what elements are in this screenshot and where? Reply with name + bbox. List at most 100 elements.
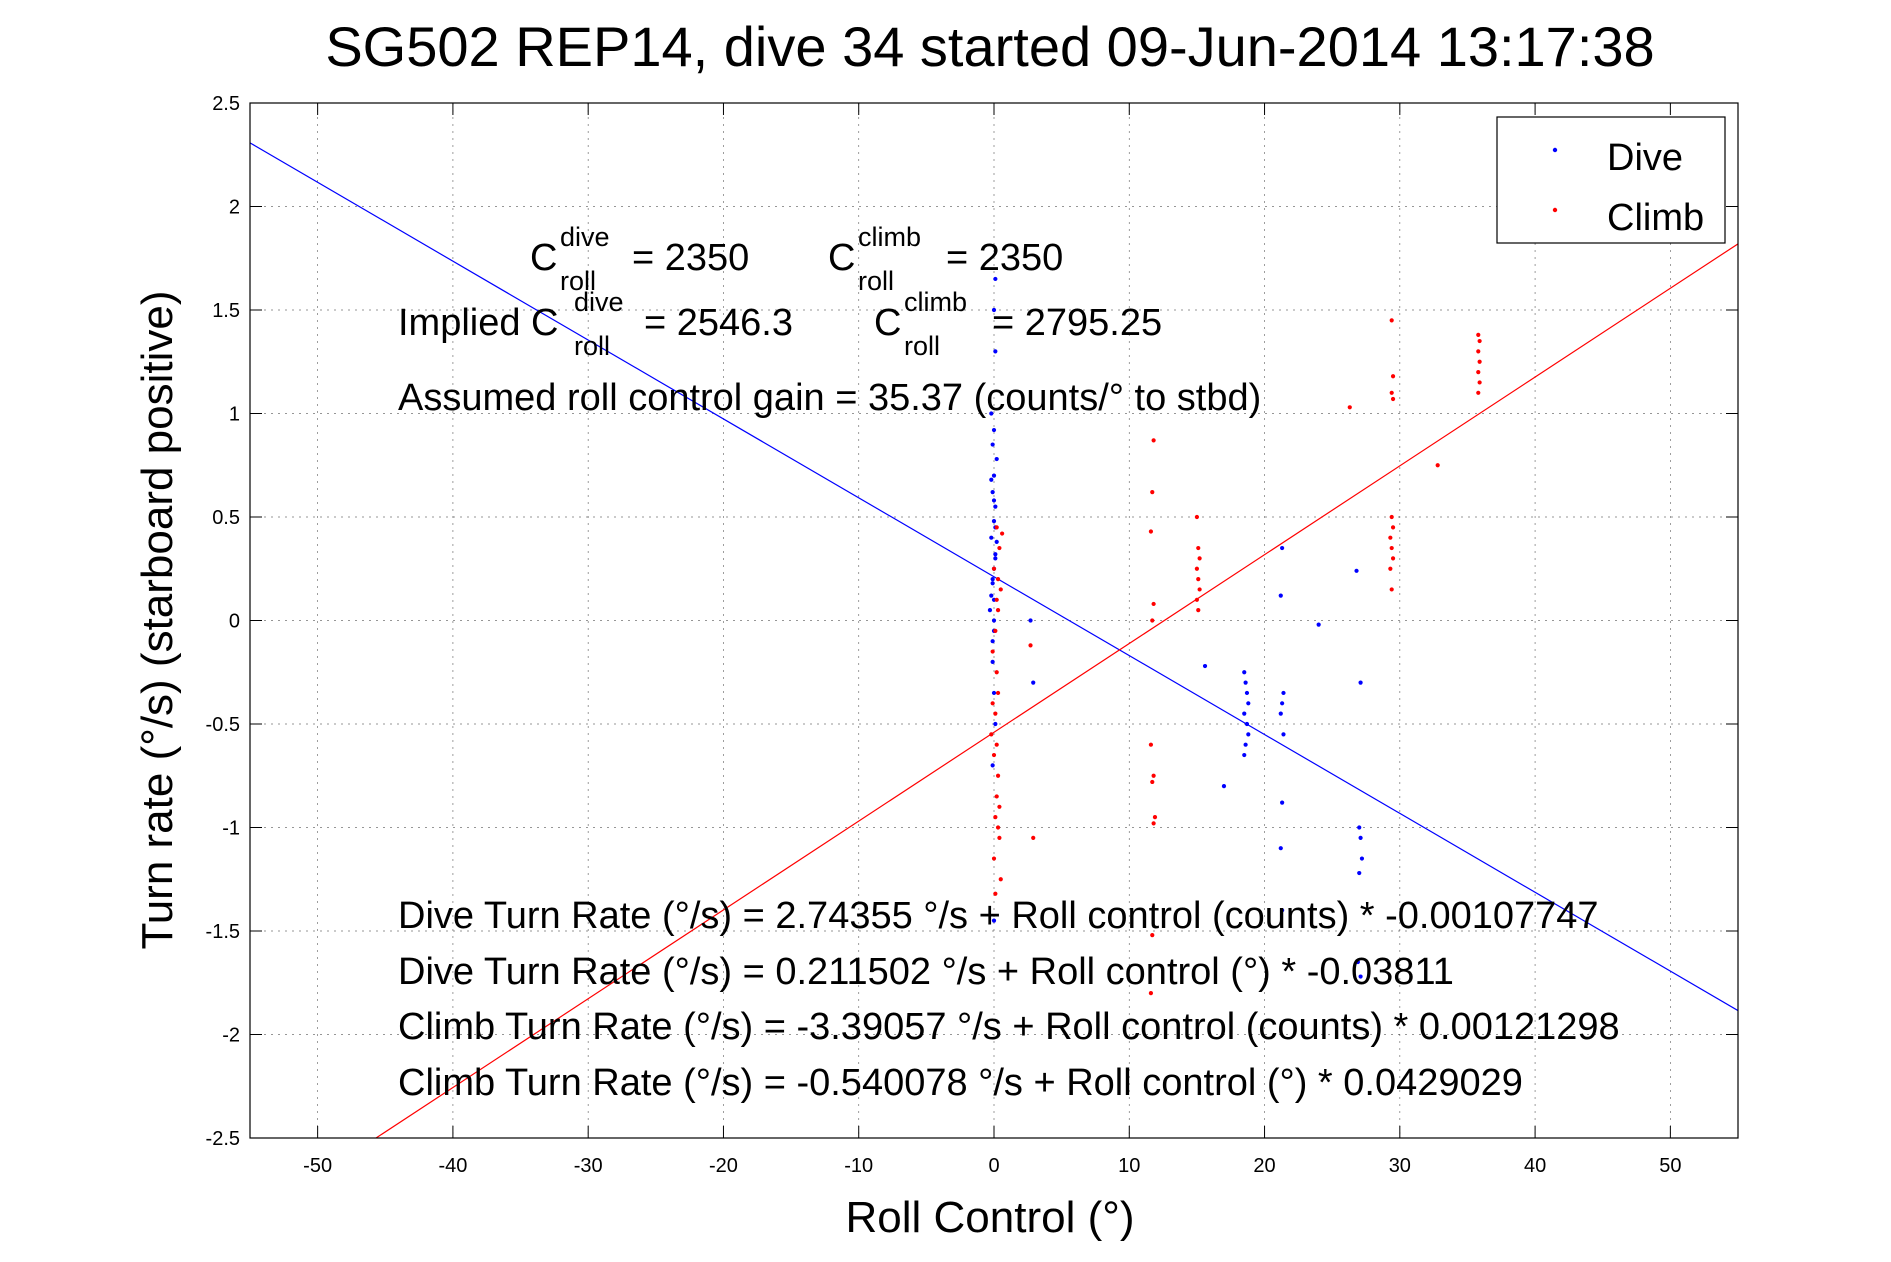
dive-fit-line [250, 142, 1738, 1012]
y-tick-label: 2.5 [212, 93, 240, 115]
x-tick-label: -20 [709, 1155, 738, 1177]
dive-point [1280, 545, 1285, 551]
dive-point [994, 456, 999, 462]
dive-point [990, 659, 995, 665]
dive-counts-equation: Dive Turn Rate (°/s) = 2.74355 °/s + Rol… [398, 895, 1599, 937]
y-tick-label: -2 [222, 1025, 240, 1047]
dive-point [993, 504, 998, 509]
dive-point [989, 593, 994, 598]
climb-point [997, 545, 1002, 551]
climb-point [1477, 338, 1482, 344]
climb-point [1150, 618, 1155, 623]
climb-point [1388, 535, 1393, 540]
x-tick-label: 30 [1389, 1155, 1411, 1177]
climb-point [995, 577, 1001, 582]
dive-point [993, 721, 998, 727]
dive-point [991, 473, 997, 478]
climb-point [1196, 577, 1201, 582]
scatter-points [987, 276, 1482, 996]
dive-point [1243, 742, 1248, 747]
c-dive-symbol: C [530, 237, 557, 279]
x-tick-label: -10 [844, 1155, 873, 1177]
implied-c-dive-value: = 2546.3 [644, 302, 793, 344]
x-tick-label: -30 [574, 1155, 603, 1177]
dive-point [1243, 680, 1248, 685]
dive-point [991, 307, 997, 313]
dive-point [1281, 732, 1286, 737]
climb-point [991, 856, 997, 861]
climb-point [1388, 566, 1393, 571]
dive-point [1358, 680, 1363, 685]
dive-point [1242, 670, 1247, 675]
x-tick-label: 50 [1659, 1155, 1681, 1177]
climb-point [993, 711, 998, 716]
climb-point [1390, 556, 1396, 561]
y-tick-label: -0.5 [206, 714, 240, 736]
dive-point [1357, 870, 1362, 876]
y-tick-label: 0 [229, 611, 240, 633]
climb-point [1151, 438, 1156, 443]
implied-c-climb-superscript: climb [904, 287, 967, 317]
climb-point [1151, 821, 1156, 826]
legend-dive-marker [1552, 147, 1558, 153]
climb-point [995, 608, 1001, 613]
implied-c-dive-subscript: roll [574, 331, 610, 361]
climb-point [1390, 396, 1396, 402]
dive-point [989, 535, 994, 540]
climb-point [1389, 587, 1394, 592]
climb-point [995, 690, 1001, 696]
climb-point [993, 891, 998, 896]
climb-point [994, 742, 999, 747]
implied-c-dive-superscript: dive [574, 287, 624, 317]
y-tick-label: 1 [229, 404, 240, 426]
climb-point [1477, 380, 1482, 385]
climb-point [998, 877, 1003, 882]
climb-point [1476, 390, 1481, 395]
climb-point [1194, 566, 1200, 571]
y-axis-label: Turn rate (°/s) (starboard positive) [133, 290, 182, 949]
climb-point [998, 587, 1003, 592]
dive-point [987, 608, 993, 613]
gain-annotation: Assumed roll control gain = 35.37 (count… [398, 377, 1261, 419]
dive-point [1358, 974, 1363, 979]
climb-point [1194, 597, 1200, 602]
climb-point [1390, 374, 1396, 379]
y-tick-label: 2 [229, 197, 240, 219]
climb-fit-line [374, 243, 1738, 1138]
c-dive-superscript: dive [560, 222, 610, 252]
implied-c-climb-value: = 2795.25 [992, 302, 1162, 344]
climb-point [1031, 835, 1036, 840]
climb-point [993, 815, 998, 820]
climb-point [1389, 318, 1394, 323]
climb-point [994, 525, 999, 530]
dive-point [1281, 690, 1286, 696]
legend-climb-marker [1552, 207, 1558, 213]
c-climb-subscript: roll [858, 266, 894, 296]
dive-point [990, 577, 995, 582]
climb-point [1389, 514, 1394, 520]
dive-point [1278, 846, 1283, 851]
dive-point [991, 519, 997, 524]
dive-point [990, 581, 995, 586]
dive-point [1354, 568, 1359, 573]
legend-box [1496, 116, 1726, 244]
climb-point [991, 752, 997, 758]
dive-point [1359, 856, 1365, 861]
climb-degrees-equation: Climb Turn Rate (°/s) = -0.540078 °/s + … [398, 1062, 1523, 1104]
climb-point [997, 804, 1002, 809]
x-tick-label: 20 [1253, 1155, 1275, 1177]
implied-c-climb-subscript: roll [904, 331, 940, 361]
dive-degrees-equation: Dive Turn Rate (°/s) = 0.211502 °/s + Ro… [398, 951, 1454, 993]
c-roll-annotation: C dive roll = 2350 C climb roll = 2350 [530, 222, 1063, 296]
chart-title: SG502 REP14, dive 34 started 09-Jun-2014… [325, 15, 1654, 78]
climb-point [1150, 490, 1155, 495]
c-climb-superscript: climb [858, 222, 921, 252]
climb-point [1196, 608, 1201, 613]
climb-point [994, 670, 999, 675]
implied-c-roll-annotation: Implied C dive roll = 2546.3 C climb rol… [398, 287, 1162, 361]
dive-point [1221, 784, 1227, 789]
climb-point [1476, 370, 1481, 375]
axis-ticks: -50 -40 -30 -20 -10 0 10 20 30 40 50-2.5-2-1.5-1-0… [206, 93, 1738, 1177]
dive-point [1031, 680, 1036, 685]
